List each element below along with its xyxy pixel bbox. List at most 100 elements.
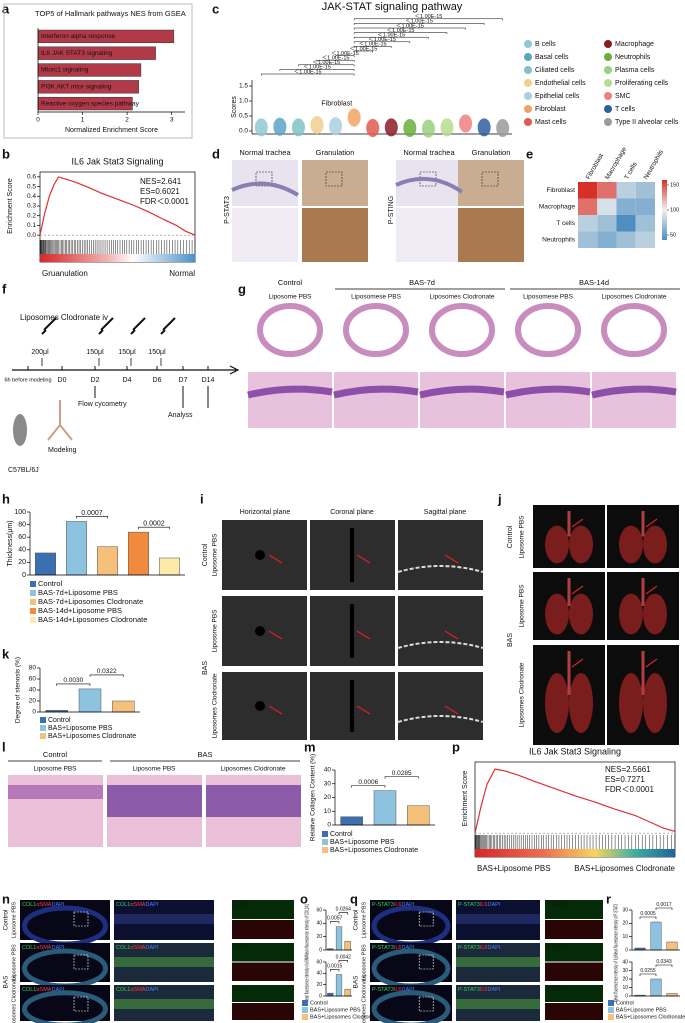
column-label: Granulation <box>316 148 355 157</box>
bar-label: PI3K AKT mtor signaling <box>41 84 112 91</box>
channel-name: DAPI <box>145 987 158 993</box>
panel-letter: j <box>497 491 502 506</box>
y-tick-label: 0.2 <box>27 212 36 219</box>
channel-image <box>545 985 603 1002</box>
zoom-box <box>73 911 89 927</box>
p-value: 0.0002 <box>143 521 165 528</box>
legend-swatch <box>604 118 612 126</box>
legend-label: BAS-7d+Liposomes Clodronate <box>38 597 143 606</box>
y-axis-label: Mean fluorescence intensity of IL6 <box>613 956 619 1002</box>
channel-name: IL6 <box>480 945 488 951</box>
arrow <box>645 585 658 595</box>
p-value: 0.0030 <box>63 677 83 684</box>
signal <box>114 957 214 967</box>
p-value: 0.0015 <box>327 963 343 969</box>
p-value: ＜1.00E-15 <box>331 51 359 57</box>
lung <box>643 673 667 733</box>
bar <box>112 700 135 713</box>
row-label: Liposomes Clodronate <box>519 662 526 727</box>
legend-label: BAS+Liposomes Clodronate <box>310 1014 379 1020</box>
micrograph <box>248 372 332 428</box>
legend-swatch <box>608 1000 614 1006</box>
heat-cell <box>597 198 617 215</box>
day-label: D14 <box>202 377 215 384</box>
legend-label: T cells <box>615 106 636 113</box>
day-label: D6 <box>153 377 162 384</box>
panel-letter: c <box>212 1 219 16</box>
day-label: D4 <box>123 377 132 384</box>
heat-cell <box>578 198 598 215</box>
channel-label: αSMA <box>234 1004 248 1010</box>
p-value: ＜1.00E-15 <box>396 23 424 29</box>
channel-image <box>232 1003 294 1020</box>
bracket <box>138 526 170 530</box>
colorbar <box>662 180 667 240</box>
legend-swatch <box>30 608 36 614</box>
channel-label: IL6 <box>547 921 554 927</box>
bracket <box>353 32 448 35</box>
legend-swatch <box>524 105 532 113</box>
channel-name: αSMA <box>36 902 51 908</box>
channel-name: DAPI <box>145 902 158 908</box>
score-cloud <box>440 118 454 137</box>
arrow <box>571 585 584 595</box>
epithelium <box>333 385 419 399</box>
column-label: Horizontal plane <box>240 509 291 516</box>
rank-bar <box>40 254 195 262</box>
annotation: Fibroblast <box>321 100 352 107</box>
epithelium <box>591 385 677 399</box>
annotation: FDR＜0.0001 <box>140 197 189 206</box>
bracket <box>384 776 419 779</box>
group-label: BAS <box>353 975 360 989</box>
heat-cell <box>597 231 617 248</box>
legend-swatch <box>30 590 36 596</box>
panel-letter: m <box>304 739 316 754</box>
y-tick-label: 0 <box>32 709 36 716</box>
score-cloud <box>254 118 268 137</box>
lung <box>569 673 593 733</box>
drug-label: Liposomes Clodronate iv <box>20 313 108 322</box>
channel-image <box>232 985 294 1002</box>
row-label: Liposome PBS <box>361 944 367 981</box>
column-label: Coronal plane <box>330 509 374 516</box>
bracket <box>89 674 124 677</box>
p-value: 0.0007 <box>81 510 103 517</box>
score-cloud <box>496 119 510 137</box>
bar-label: Reactive oxygen species pathway <box>41 100 140 107</box>
channel-name: COL1 <box>116 987 130 993</box>
bracket <box>353 36 429 39</box>
bar-label: Mtorc1 signaling <box>41 67 89 74</box>
plot-frame <box>474 761 676 858</box>
row-label: Fibroblast <box>546 187 575 194</box>
channel-image <box>232 943 294 962</box>
group-label: BAS-7d <box>409 278 435 287</box>
y-tick-label: 40 <box>316 971 322 977</box>
y-tick-label: 20 <box>316 982 322 988</box>
panel-letter: h <box>2 491 10 506</box>
legend-swatch <box>524 53 532 61</box>
group-label: Control <box>3 909 10 931</box>
y-tick-label: 0.0 <box>239 128 248 135</box>
annotation: NES=2.5661 <box>605 765 651 774</box>
colorbar-label: 150 <box>670 182 679 188</box>
channel-name: IL6 <box>394 945 402 951</box>
channel-label: P-STAT3IL6DAPI <box>372 945 415 951</box>
x-tick-label: 2 <box>125 117 129 124</box>
arrow <box>356 554 371 564</box>
heat-cell <box>635 182 655 199</box>
zoom-box <box>325 171 343 187</box>
bar <box>335 974 343 997</box>
bracket <box>353 50 373 53</box>
bracket <box>76 516 108 519</box>
legend-swatch <box>524 79 532 87</box>
phenotype-label: Normal <box>169 269 195 278</box>
legend-label: SMC <box>615 93 631 100</box>
channel-image <box>232 920 294 939</box>
p-value: ＜1.00E-15 <box>377 32 405 38</box>
channel-name: IL6 <box>394 987 402 993</box>
legend-label: BAS-7d+Liposome PBS <box>38 588 118 597</box>
legend-swatch <box>322 839 328 845</box>
channel-name: αSMA <box>36 987 51 993</box>
column-label: Liposomese PBS <box>523 294 574 301</box>
micrograph <box>396 208 462 262</box>
